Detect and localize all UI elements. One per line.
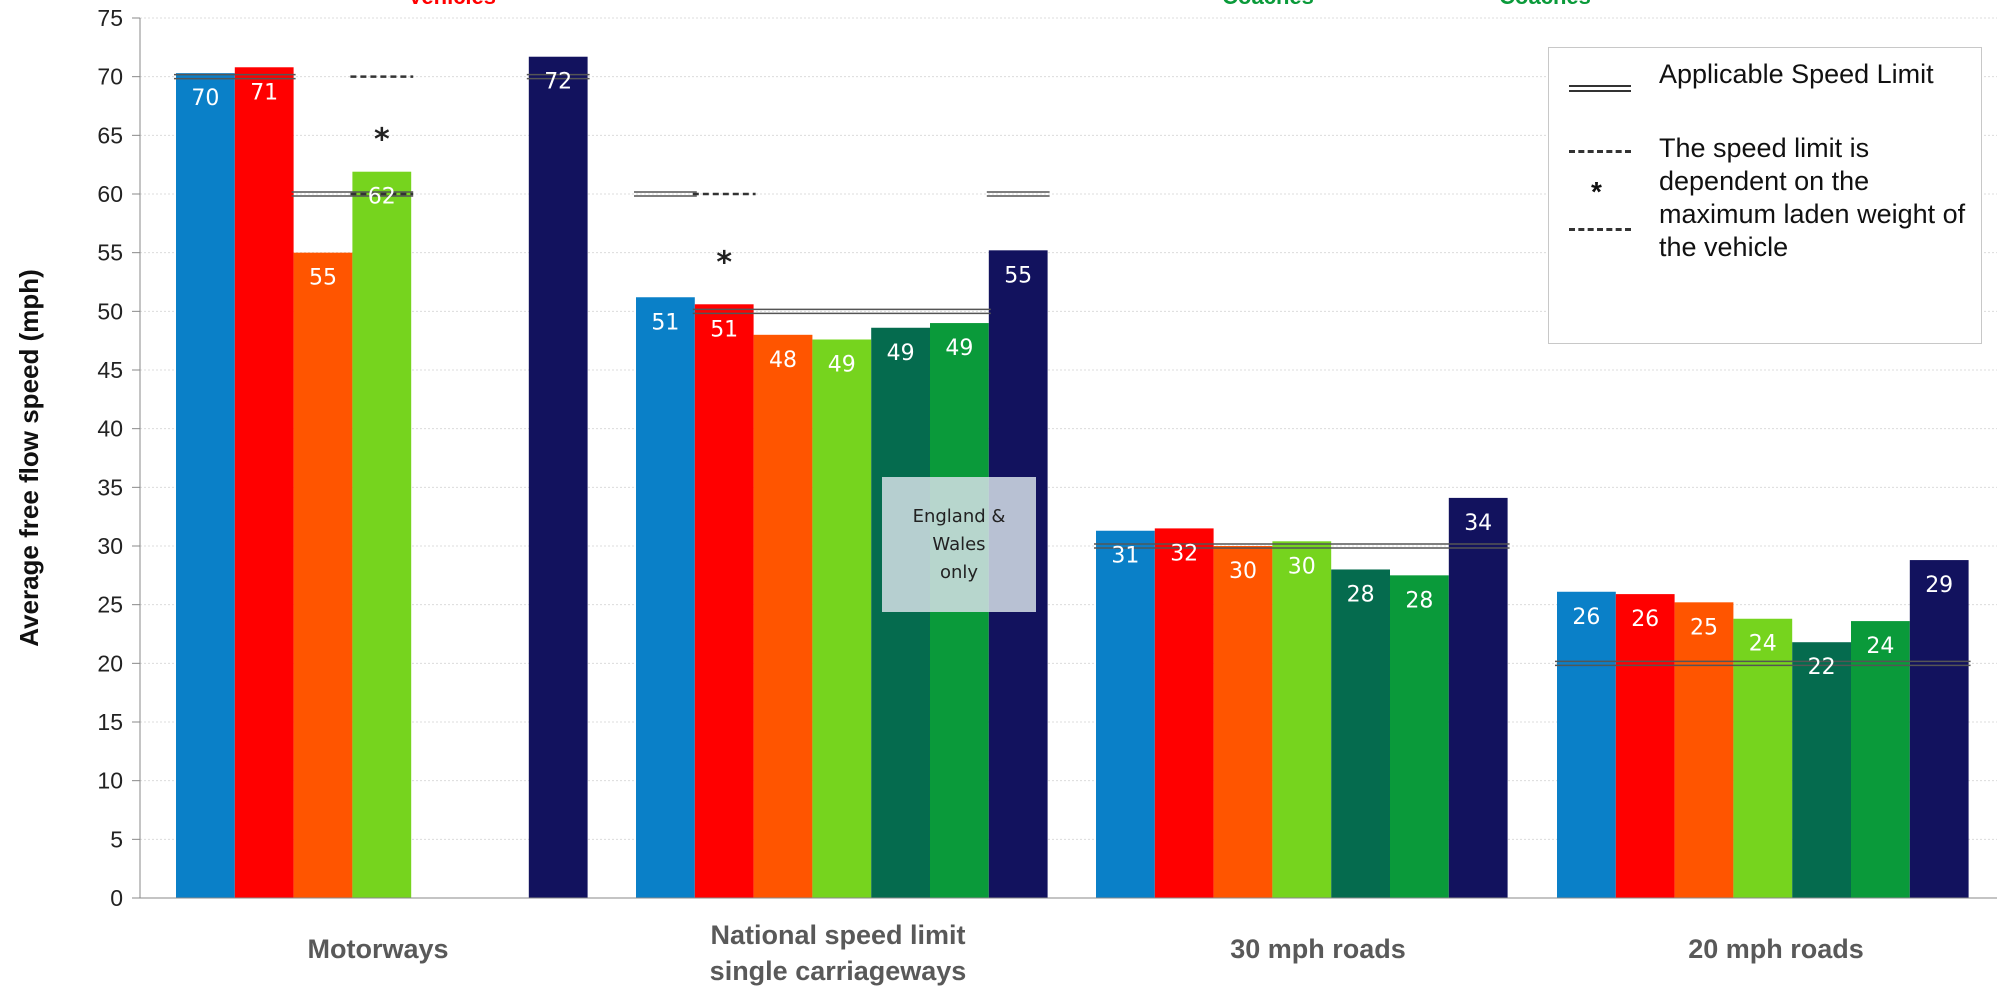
y-tick-label: 25	[97, 592, 123, 618]
y-tick-label: 10	[97, 768, 123, 794]
data-label: 24	[1866, 634, 1894, 659]
data-label: 24	[1749, 632, 1777, 657]
y-tick-label: 35	[97, 474, 123, 500]
category-label: National speed limit single carriageways	[710, 920, 967, 986]
y-tick-label: 20	[97, 650, 123, 676]
data-label: 55	[309, 266, 337, 291]
data-label: 49	[945, 336, 973, 361]
clipped-label: Vehicles	[408, 0, 496, 9]
bar	[528, 56, 588, 899]
y-tick-label: 60	[97, 181, 123, 207]
annotation-line-1: England &	[912, 505, 1006, 527]
bar	[694, 304, 754, 898]
clipped-label: Coaches	[1499, 0, 1591, 9]
asterisk-icon: *	[1591, 176, 1602, 207]
annotation-line-3: only	[939, 561, 979, 583]
annotation-line-2: Wales	[932, 533, 986, 555]
bar	[753, 334, 813, 898]
y-axis-ticks: 0 5 10 15 20 25 30 35 40 45 50 55 60 65 70 75	[97, 5, 141, 911]
bar	[1448, 497, 1508, 898]
category-label: Motorways	[307, 934, 448, 964]
category-labels: Motorways National speed limit single carr…	[307, 920, 1863, 986]
clipped-legend-labels: Vehicles Coaches Coaches	[408, 0, 1591, 9]
bar	[293, 252, 353, 898]
bar	[1909, 560, 1969, 898]
category-label-line: single carriageways	[710, 956, 967, 986]
bar	[812, 339, 872, 898]
data-label: 51	[710, 317, 738, 342]
data-label: 49	[828, 352, 856, 377]
y-tick-label: 0	[110, 885, 123, 911]
bar	[1213, 546, 1273, 898]
y-tick-label: 15	[97, 709, 123, 735]
clipped-label: Coaches	[1222, 0, 1314, 9]
y-tick-label: 5	[110, 826, 123, 852]
legend-speed-limit-label: Applicable Speed Limit	[1659, 59, 1934, 89]
data-label: 26	[1572, 605, 1600, 630]
legend-dependent-label: The speed limit is dependent on the maxi…	[1659, 133, 1966, 262]
bar	[1096, 530, 1155, 898]
dashed-line-icon: *	[1569, 132, 1631, 232]
category-label-line: National speed limit	[710, 920, 965, 950]
bar	[176, 73, 235, 898]
y-tick-label: 40	[97, 416, 123, 442]
data-label: 51	[651, 310, 679, 335]
data-label: 25	[1690, 615, 1718, 640]
bar	[1272, 541, 1332, 898]
data-label: 26	[1631, 607, 1659, 632]
data-label: 31	[1111, 544, 1139, 569]
y-tick-label: 55	[97, 240, 123, 266]
y-axis-label: Average free flow speed (mph)	[14, 269, 44, 647]
asterisk-markers: **	[374, 122, 732, 280]
data-label: 34	[1464, 511, 1492, 536]
bar	[1851, 621, 1910, 898]
bar	[636, 297, 695, 899]
y-tick-label: 65	[97, 122, 123, 148]
data-label: 55	[1004, 263, 1032, 288]
gridlines	[140, 17, 1997, 840]
data-label: 71	[250, 80, 278, 105]
data-label: 30	[1288, 554, 1316, 579]
bar	[234, 67, 294, 898]
data-labels: 70 51 31 26 71 51 32 26 55 48 30 25 62 49 30 24 49 28 22 49…	[191, 70, 1953, 680]
y-tick-label: 70	[97, 64, 123, 90]
data-label: 28	[1405, 588, 1433, 613]
y-tick-label: 45	[97, 357, 123, 383]
category-label: 20 mph roads	[1688, 934, 1864, 964]
data-label: 70	[191, 86, 219, 111]
data-label: 22	[1808, 655, 1836, 680]
data-label: 28	[1347, 582, 1375, 607]
data-label: 72	[544, 70, 572, 95]
category-label: 30 mph roads	[1230, 934, 1406, 964]
asterisk-marker: *	[716, 246, 732, 281]
bar	[871, 327, 930, 898]
bar	[1557, 591, 1616, 898]
y-tick-label: 30	[97, 533, 123, 559]
bar	[1615, 594, 1675, 898]
asterisk-marker: *	[374, 122, 390, 157]
bar	[1390, 575, 1449, 898]
bar	[1331, 569, 1390, 898]
speed-limit-lines	[174, 73, 1971, 667]
data-label: 49	[887, 341, 915, 366]
england-wales-annotation: England & Wales only	[882, 477, 1036, 612]
data-label: 30	[1229, 559, 1257, 584]
bar	[1154, 528, 1214, 898]
data-label: 62	[368, 185, 396, 210]
data-label: 48	[769, 348, 797, 373]
y-tick-label: 50	[97, 298, 123, 324]
data-label: 32	[1170, 541, 1198, 566]
bar	[352, 171, 412, 898]
bar	[1792, 642, 1851, 898]
bar	[1674, 602, 1734, 898]
data-label: 29	[1925, 573, 1953, 598]
y-tick-label: 75	[97, 5, 123, 31]
legend: Applicable Speed Limit * The speed limit…	[1548, 47, 1982, 344]
